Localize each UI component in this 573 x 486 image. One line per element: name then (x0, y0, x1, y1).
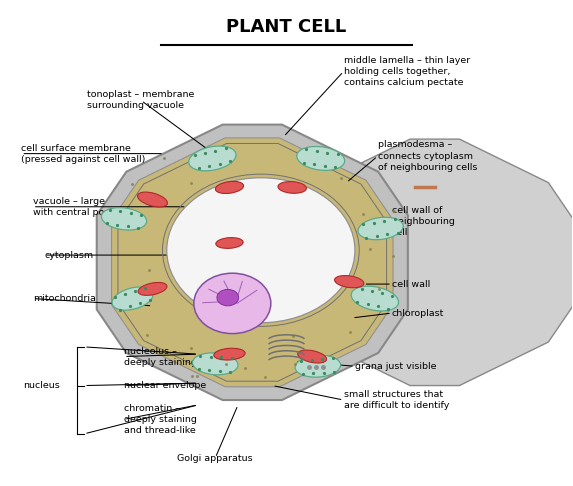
Ellipse shape (193, 353, 238, 375)
Ellipse shape (101, 208, 147, 230)
Ellipse shape (351, 286, 399, 311)
Ellipse shape (216, 238, 243, 248)
Ellipse shape (295, 355, 340, 377)
Text: chloroplast: chloroplast (392, 309, 445, 317)
Text: grana just visible: grana just visible (355, 362, 437, 371)
Text: vacuole – large
with central position: vacuole – large with central position (33, 197, 129, 217)
Text: cell wall of
neighbouring
cell: cell wall of neighbouring cell (392, 206, 455, 237)
Polygon shape (296, 139, 573, 385)
Polygon shape (97, 124, 408, 400)
Ellipse shape (189, 146, 236, 171)
Ellipse shape (167, 178, 355, 323)
Text: plasmodesma –
connects cytoplasm
of neighbouring cells: plasmodesma – connects cytoplasm of neig… (378, 140, 477, 172)
Ellipse shape (215, 181, 244, 193)
Ellipse shape (297, 146, 345, 171)
Ellipse shape (138, 282, 167, 295)
Text: chromatin –
deeply staining
and thread-like: chromatin – deeply staining and thread-l… (124, 404, 197, 435)
Text: nucleolus –
deeply staining: nucleolus – deeply staining (124, 347, 197, 366)
Text: middle lamella – thin layer
holding cells together,
contains calcium pectate: middle lamella – thin layer holding cell… (344, 56, 470, 87)
Ellipse shape (217, 289, 238, 306)
Ellipse shape (278, 182, 307, 193)
Ellipse shape (194, 273, 271, 333)
Text: nuclear envelope: nuclear envelope (124, 381, 206, 390)
Ellipse shape (298, 350, 327, 363)
Text: cell wall: cell wall (392, 279, 430, 289)
Ellipse shape (112, 287, 153, 310)
Text: Golgi apparatus: Golgi apparatus (178, 453, 253, 463)
Text: nucleus: nucleus (23, 381, 60, 390)
Text: cytoplasm: cytoplasm (44, 251, 93, 260)
Text: mitochondria: mitochondria (33, 294, 96, 303)
Polygon shape (112, 138, 393, 387)
Text: small structures that
are difficult to identify: small structures that are difficult to i… (344, 390, 449, 410)
Ellipse shape (214, 348, 245, 360)
Text: PLANT CELL: PLANT CELL (226, 18, 347, 36)
Text: cell surface membrane
(pressed against cell wall): cell surface membrane (pressed against c… (21, 143, 146, 164)
Ellipse shape (335, 276, 364, 288)
Ellipse shape (138, 192, 167, 207)
Text: tonoplast – membrane
surrounding vacuole: tonoplast – membrane surrounding vacuole (88, 90, 195, 110)
Ellipse shape (358, 217, 403, 240)
